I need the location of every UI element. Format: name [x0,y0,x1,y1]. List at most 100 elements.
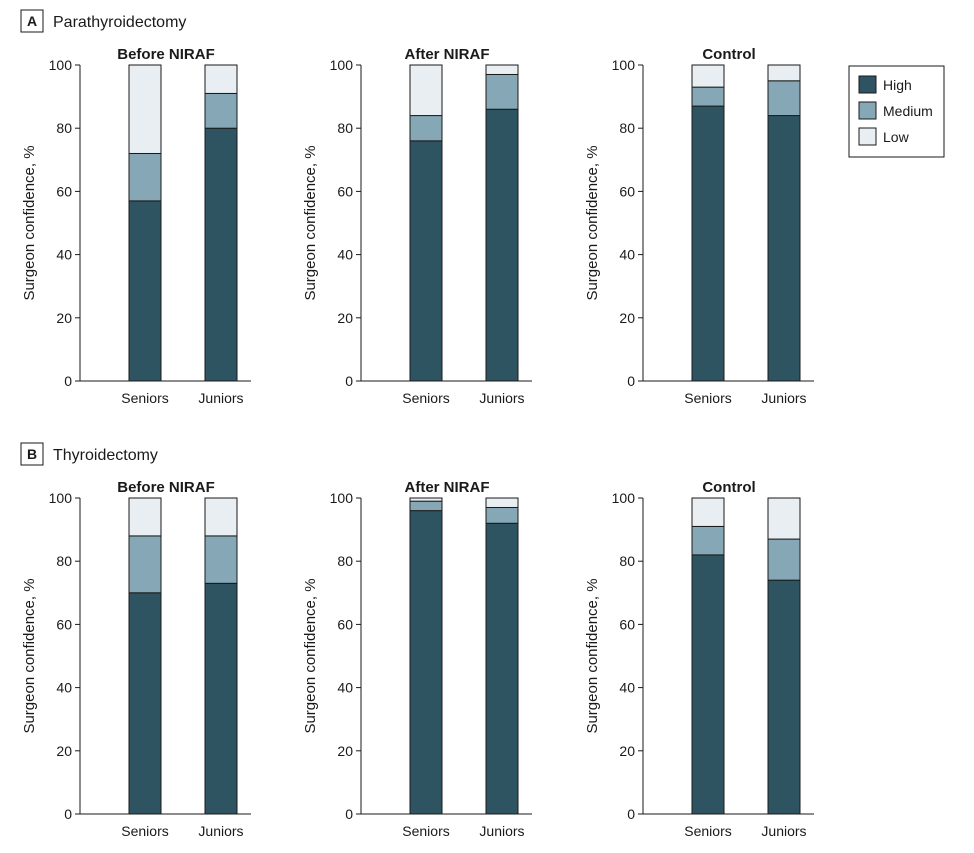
panel-b-2-ytick-label-100: 100 [330,490,354,506]
panel-a-1-bar-juniors-medium [204,92,238,129]
panel-b-2-category-juniors: Juniors [479,823,524,839]
panel-b-3-ytick-label-40: 40 [619,680,635,696]
panel-a-2-bar-seniors-low [409,64,443,117]
section-b-letter-box [20,442,44,466]
panel-a-3-ytick-label-80: 80 [619,120,635,136]
panel-a-3-ytick-label-100: 100 [612,57,636,73]
panel-b-3-bar-seniors-low [691,497,725,527]
panel-a-1-bar-seniors-high [128,200,162,382]
panel-a-2-ytick-label-0: 0 [345,373,353,389]
panel-b-3-bar-juniors-medium [767,538,801,581]
panel-b-1-bar-seniors-high [128,592,162,815]
panel-a-2-category-seniors: Seniors [402,390,449,406]
panel-b-3-bar-juniors-low [767,497,801,540]
section-a-title: Parathyroidectomy [53,14,186,31]
panel-b-1: Before NIRAF Surgeon confidence, % 0 20 40 60… [21,479,251,839]
panel-b-2-bar-seniors-medium [409,500,443,512]
section-b-title: Thyroidectomy [53,447,158,464]
panel-b-1-bar-juniors-high [204,582,238,815]
panel-a-1-ytick-label-60: 60 [56,183,72,199]
panel-b-3: Control Surgeon confidence, % 0 20 40 60 80 100… [584,479,814,839]
section-a: A Parathyroidectomy [20,9,186,33]
section-b: B Thyroidectomy [20,442,158,466]
panel-a-1-ytick-label-100: 100 [49,57,73,73]
panel-b-2-category-seniors: Seniors [402,823,449,839]
panel-b-1-bar-juniors-low [204,497,238,537]
panel-a-2-ytick-label-100: 100 [330,57,354,73]
panel-a-1-ytick-label-20: 20 [56,310,72,326]
panel-a-1-bar-juniors-low [204,64,238,94]
panel-a-2-ytick-label-80: 80 [337,120,353,136]
panel-a-2-title: After NIRAF [405,46,490,63]
panel-a-3-bar-seniors-medium [691,86,725,107]
panel-b-2-ytick-label-20: 20 [337,743,353,759]
panel-a-3-bar-juniors-low [767,64,801,82]
panel-a-1-bar-seniors-medium [128,152,162,202]
panel-b-3-ytick-label-0: 0 [627,806,635,822]
panel-b-3-bar-seniors-medium [691,525,725,556]
panel-a-1: Before NIRAF Surgeon confidence, % 0 20 40 60… [21,46,251,406]
panel-a-3-ytick-label-0: 0 [627,373,635,389]
panel-b-1-bar-juniors-medium [204,535,238,584]
panel-b-2-ytick-label-0: 0 [345,806,353,822]
panel-a-3-bar-juniors-medium [767,80,801,117]
panel-a-2-bar-seniors-medium [409,115,443,142]
legend-swatch-medium [858,101,877,120]
panel-b-2-ytick-label-40: 40 [337,680,353,696]
panel-a-2-ytick-label-20: 20 [337,310,353,326]
panel-a-2: After NIRAF Surgeon confidence, % 0 20 40 60 8… [302,46,532,406]
panel-a-3-title: Control [702,46,755,63]
panel-a-1-ytick-label-80: 80 [56,120,72,136]
panel-b-2-ylabel: Surgeon confidence, % [302,578,319,733]
panel-b-2-bar-juniors-low [485,497,519,508]
panel-a-3-ylabel: Surgeon confidence, % [584,145,601,300]
panel-b-1-ytick-label-80: 80 [56,553,72,569]
panel-a-1-bar-juniors-high [204,127,238,382]
panel-b-3-category-juniors: Juniors [761,823,806,839]
section-a-letter-box [20,9,44,33]
panel-b-3-bar-juniors-high [767,579,801,815]
legend-label-high: High [883,77,912,93]
panel-b-2-bar-juniors-high [485,522,519,815]
panel-b-2: After NIRAF Surgeon confidence, % 0 20 40 60 8… [302,479,532,839]
legend-label-medium: Medium [883,103,933,119]
panel-a-2-bar-juniors-low [485,64,519,75]
panel-b-1-ytick-label-0: 0 [64,806,72,822]
panel-b-2-bar-seniors-high [409,510,443,815]
panel-a-1-category-seniors: Seniors [121,390,168,406]
legend-swatch-low [858,127,877,146]
panel-a-3-bar-seniors-high [691,105,725,382]
panel-a-3-ytick-label-60: 60 [619,183,635,199]
panel-b-1-category-juniors: Juniors [198,823,243,839]
panel-b-1-ytick-label-100: 100 [49,490,73,506]
legend: High Medium Low [848,65,945,158]
panel-a-2-bar-juniors-medium [485,73,519,110]
panel-b-2-title: After NIRAF [405,479,490,496]
panel-a-2-category-juniors: Juniors [479,390,524,406]
panel-b-3-title: Control [702,479,755,496]
panel-a-3-category-seniors: Seniors [684,390,731,406]
panel-b-1-title: Before NIRAF [117,479,215,496]
panel-a-1-title: Before NIRAF [117,46,215,63]
panel-a-3-ytick-label-20: 20 [619,310,635,326]
panel-b-1-category-seniors: Seniors [121,823,168,839]
section-a-letter: A [27,13,37,29]
legend-label-low: Low [883,129,910,145]
panel-b-3-ytick-label-20: 20 [619,743,635,759]
panel-b-2-bar-seniors-low [409,497,443,502]
panel-b-3-ytick-label-80: 80 [619,553,635,569]
panel-b-1-ytick-label-60: 60 [56,616,72,632]
panel-b-1-bar-seniors-low [128,497,162,537]
panel-a-2-bar-seniors-high [409,140,443,382]
panel-a-1-bar-seniors-low [128,64,162,154]
panel-b-3-category-seniors: Seniors [684,823,731,839]
panel-b-3-ytick-label-100: 100 [612,490,636,506]
panel-b-1-bar-seniors-medium [128,535,162,594]
panel-a-3-ytick-label-40: 40 [619,247,635,263]
panel-b-3-bar-seniors-high [691,554,725,815]
legend-swatch-high [858,75,877,94]
panel-b-2-ytick-label-80: 80 [337,553,353,569]
panel-b-3-ytick-label-60: 60 [619,616,635,632]
